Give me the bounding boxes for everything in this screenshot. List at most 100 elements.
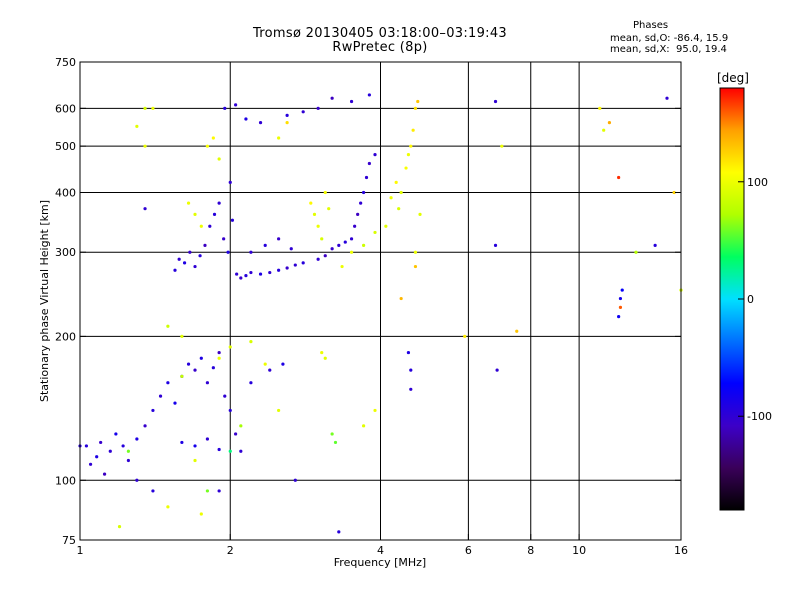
- scatter-point: [239, 276, 243, 280]
- scatter-point: [330, 247, 334, 251]
- scatter-point: [249, 270, 253, 275]
- scatter-point: [268, 270, 272, 275]
- scatter-point: [95, 455, 99, 459]
- scatter-point: [277, 136, 281, 140]
- scatter-point: [199, 512, 203, 516]
- scatter-point: [617, 315, 621, 319]
- chart-title: Tromsø 20130405 03:18:00–03:19:43: [252, 26, 508, 41]
- scatter-point: [158, 394, 163, 398]
- y-tick-label: 300: [55, 246, 76, 259]
- scatter-point: [99, 440, 103, 445]
- scatter-point: [316, 224, 320, 228]
- y-axis-ticks: 75 100 200 300 400 500 600 750: [55, 56, 681, 547]
- phases-stats-heading: Phases: [633, 20, 669, 31]
- scatter-point: [312, 212, 317, 216]
- scatter-point: [340, 264, 344, 269]
- scatter-point: [205, 437, 210, 441]
- scatter-point: [495, 368, 499, 372]
- scatter-point: [337, 530, 341, 534]
- colorbar-unit-label: [deg]: [717, 71, 749, 85]
- scatter-point: [166, 381, 170, 385]
- scatter-point: [330, 96, 334, 100]
- scatter-point: [413, 250, 418, 254]
- x-tick-label: 1: [77, 544, 84, 557]
- scatter-point: [356, 212, 360, 216]
- scatter-point: [409, 387, 413, 391]
- scatter-point: [362, 190, 366, 195]
- scatter-point: [143, 106, 147, 110]
- scatter-point: [258, 272, 263, 276]
- scatter-point: [143, 424, 147, 428]
- y-tick-label: 100: [55, 474, 76, 487]
- scatter-point: [102, 472, 107, 476]
- scatter-point: [217, 157, 221, 161]
- scatter-point: [281, 362, 285, 366]
- scatter-point: [186, 362, 191, 366]
- scatter-point: [88, 462, 93, 466]
- colorbar-tick-label: 100: [747, 176, 768, 189]
- scatter-point: [399, 190, 403, 195]
- x-tick-label: 10: [572, 544, 586, 557]
- colorbar-ticks: 100 0 -100: [738, 176, 772, 423]
- scatter-point: [135, 124, 139, 128]
- scatter-point: [301, 110, 305, 114]
- scatter-point: [367, 161, 371, 166]
- scatter-point: [301, 261, 305, 265]
- scatter-point: [349, 250, 354, 254]
- scatter-point: [413, 106, 418, 110]
- scatter-point: [217, 489, 221, 493]
- scatter-point: [193, 458, 197, 463]
- x-tick-label: 6: [465, 544, 472, 557]
- scatter-point: [239, 449, 243, 453]
- scatter-point: [293, 478, 297, 482]
- scatter-point: [230, 218, 235, 222]
- x-tick-label: 4: [377, 544, 384, 557]
- scatter-point: [228, 345, 232, 349]
- scatter-point: [406, 153, 411, 157]
- scatter-point: [135, 437, 139, 441]
- scatter-point: [208, 224, 212, 228]
- scatter-point: [217, 447, 221, 452]
- y-tick-label: 400: [55, 186, 76, 199]
- scatter-point: [362, 424, 366, 428]
- scatter-point: [186, 201, 191, 205]
- scatter-point: [323, 356, 327, 360]
- scatter-point: [598, 106, 602, 110]
- scatter-point: [126, 449, 130, 453]
- scatter-point: [397, 207, 401, 211]
- scatter-point: [416, 99, 420, 104]
- scatter-point: [193, 368, 197, 372]
- scatter-point: [177, 257, 181, 261]
- scatter-points: [78, 93, 683, 534]
- scatter-point: [228, 180, 232, 184]
- scatter-point: [182, 261, 187, 265]
- scatter-point: [217, 350, 221, 355]
- scatter-point: [151, 408, 155, 413]
- scatter-point: [277, 408, 281, 413]
- scatter-point: [203, 243, 207, 248]
- scatter-point: [672, 190, 676, 195]
- scatter-point: [411, 128, 415, 132]
- scatter-point: [353, 224, 357, 228]
- scatter-point: [343, 240, 347, 244]
- scatter-point: [121, 444, 125, 448]
- scatter-point: [193, 212, 197, 216]
- y-tick-label: 750: [55, 56, 76, 69]
- scatter-point: [211, 366, 215, 370]
- scatter-point: [404, 166, 408, 170]
- scatter-point: [418, 212, 422, 216]
- scatter-point: [211, 136, 215, 140]
- x-axis-ticks: 1 2 4 6 8 10 16: [77, 534, 688, 557]
- scatter-point: [268, 368, 272, 372]
- x-axis-label: Frequency [MHz]: [334, 556, 426, 569]
- phases-stats-o-mode: mean, sd,O: -86.4, 15.9: [610, 33, 729, 44]
- scatter-point: [617, 175, 621, 180]
- x-tick-label: 16: [674, 544, 688, 557]
- scatter-point: [249, 381, 253, 385]
- scatter-point: [500, 144, 504, 148]
- scatter-point: [362, 243, 366, 248]
- scatter-point: [367, 93, 371, 97]
- scatter-point: [373, 230, 377, 235]
- scatter-point: [364, 175, 369, 180]
- scatter-point: [226, 250, 230, 254]
